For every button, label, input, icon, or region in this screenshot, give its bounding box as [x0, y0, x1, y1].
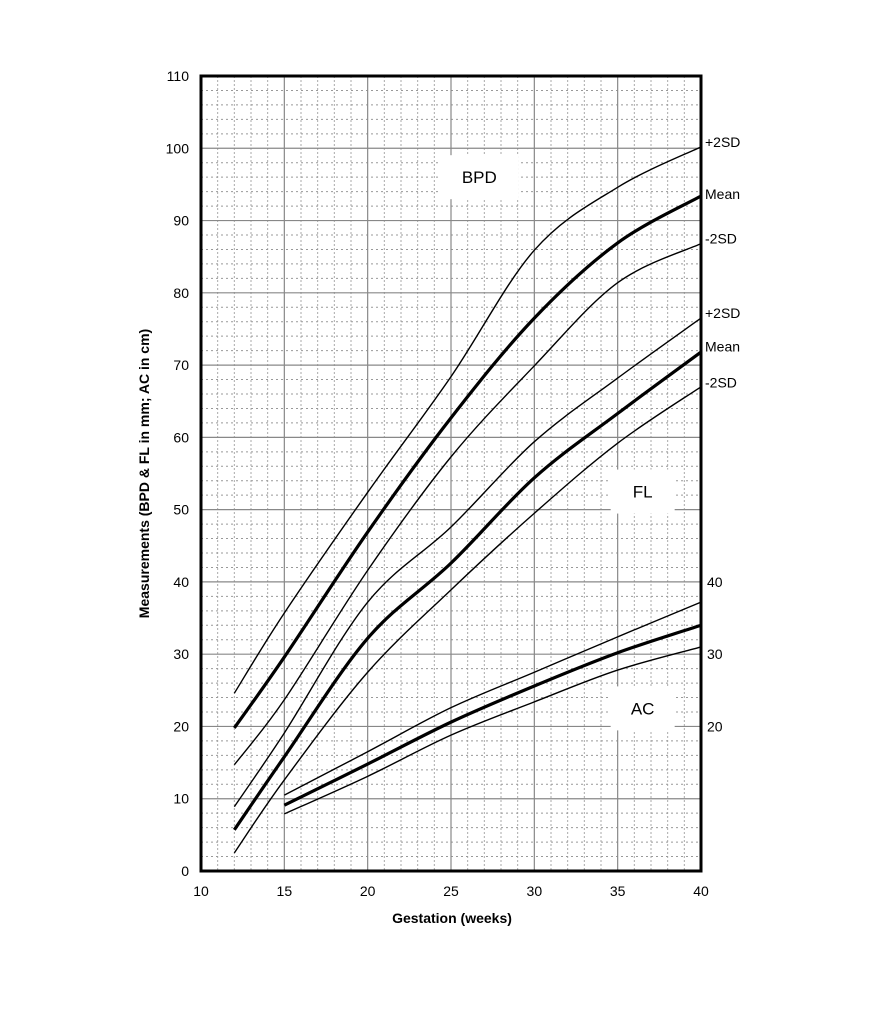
x-tick-label: 20 [360, 883, 376, 899]
label-background-bpd [440, 155, 519, 200]
curve-bpd-plus2sd [233, 146, 702, 694]
curve-fl-minus2sd [233, 386, 702, 854]
x-tick-label: 15 [277, 883, 293, 899]
curve-ac-plus2sd [284, 601, 702, 796]
y-tick-label: 110 [167, 68, 190, 84]
y-tick-label: 40 [173, 574, 189, 590]
y-tick-label: 80 [173, 285, 189, 301]
y-tick-label: 70 [173, 357, 189, 373]
series-label-fl: FL [633, 483, 653, 502]
y-tick-label: 100 [166, 140, 190, 156]
right-tick-label: 30 [707, 646, 723, 662]
curve-bpd-minus2sd [233, 243, 702, 766]
x-tick-label: 35 [610, 883, 626, 899]
right-axis-tick-labels: 40 30 20 [707, 574, 723, 735]
sd-end-label: -2SD [705, 374, 737, 390]
series-label-backgrounds [440, 155, 675, 731]
y-tick-label: 0 [181, 863, 189, 879]
sd-end-label: -2SD [705, 231, 737, 247]
curve-fl-plus2sd [233, 317, 702, 808]
x-axis-title: Gestation (weeks) [392, 910, 512, 926]
y-tick-label: 20 [173, 718, 189, 734]
right-tick-label: 40 [707, 574, 723, 590]
y-tick-label: 50 [173, 502, 189, 518]
sd-end-label: Mean [705, 186, 740, 202]
curve-ac-minus2sd [284, 646, 702, 815]
label-background-fl [610, 469, 675, 514]
x-tick-label: 10 [193, 883, 209, 899]
label-background-ac [610, 686, 675, 731]
sd-end-label: +2SD [705, 134, 740, 150]
x-tick-label: 25 [443, 883, 459, 899]
series-label-ac: AC [631, 699, 655, 718]
right-tick-label: 20 [707, 718, 723, 734]
sd-end-label: +2SD [705, 305, 740, 321]
growth-curves [233, 146, 702, 854]
x-tick-label: 30 [527, 883, 543, 899]
y-axis-tick-labels: 0 10 20 30 40 50 60 70 80 90 100 110 [166, 68, 190, 879]
sd-end-labels: +2SD Mean -2SD +2SD Mean -2SD [705, 134, 740, 391]
curve-bpd-mean [233, 194, 702, 729]
curve-ac-mean [283, 623, 702, 807]
plot-area-frame [199, 74, 703, 873]
series-name-labels: BPD FL AC [462, 168, 655, 718]
y-tick-label: 30 [173, 646, 189, 662]
y-axis-title: Measurements (BPD & FL in mm; AC in cm) [136, 329, 152, 618]
y-tick-label: 10 [173, 791, 189, 807]
y-tick-label: 90 [173, 213, 189, 229]
sd-end-label: Mean [705, 338, 740, 354]
curve-fl-mean [233, 350, 702, 831]
x-tick-label: 40 [693, 883, 709, 899]
y-tick-label: 60 [173, 429, 189, 445]
x-axis-tick-labels: 10 15 20 25 30 35 40 [193, 883, 709, 899]
series-label-bpd: BPD [462, 168, 497, 187]
